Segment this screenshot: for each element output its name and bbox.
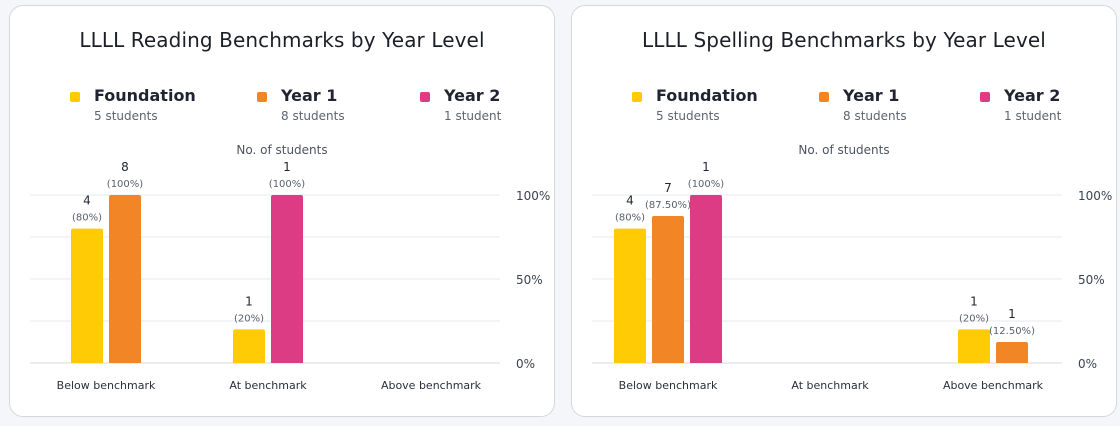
bar-foundation-below-benchmark [71, 228, 103, 363]
x-tick-label-above-benchmark: Above benchmark [381, 379, 482, 392]
bar-count-label-year-2-at-benchmark: 1 [283, 160, 291, 174]
bar-percent-label-foundation-at-benchmark: (20%) [234, 313, 264, 324]
legend-label: Year 1 [281, 86, 338, 105]
y-tick-label: 0% [1078, 357, 1097, 371]
legend-label: Foundation [94, 86, 196, 105]
bar-count-label-foundation-at-benchmark: 1 [245, 294, 253, 308]
bar-percent-label-year-1-above-benchmark: (12.50%) [989, 326, 1035, 337]
bar-foundation-at-benchmark [233, 329, 265, 363]
legend-student-count: 5 students [94, 109, 158, 123]
legend-label: Year 1 [843, 86, 900, 105]
bar-year-2-below-benchmark [690, 195, 722, 363]
bar-count-label-foundation-above-benchmark: 1 [970, 294, 978, 308]
bar-percent-label-foundation-below-benchmark: (80%) [615, 213, 645, 224]
y-tick-label: 50% [516, 273, 543, 287]
y-axis-title: No. of students [236, 143, 327, 157]
bar-chart-plot: No. of students 0% 50% 100% Below benchmark A… [30, 143, 550, 392]
bar-year-1-below-benchmark [652, 216, 684, 363]
bar-count-label-foundation-below-benchmark: 4 [626, 194, 634, 208]
y-axis-title: No. of students [798, 143, 889, 157]
bar-year-1-above-benchmark [996, 342, 1028, 363]
legend-swatch-foundation [632, 92, 642, 102]
bar-year-2-at-benchmark [271, 195, 303, 363]
spelling-chart-card: LLLL Spelling Benchmarks by Year Level F… [571, 5, 1117, 417]
y-tick-label: 50% [1078, 273, 1105, 287]
bar-percent-label-foundation-below-benchmark: (80%) [72, 213, 102, 224]
bar-count-label-year-1-above-benchmark: 1 [1008, 307, 1016, 321]
legend-student-count: 1 student [1004, 109, 1062, 123]
bar-count-label-year-2-below-benchmark: 1 [702, 160, 710, 174]
x-tick-label-above-benchmark: Above benchmark [943, 379, 1044, 392]
legend-swatch-year-2 [980, 92, 990, 102]
legend-swatch-foundation [70, 92, 80, 102]
legend-student-count: 8 students [281, 109, 345, 123]
legend-label: Foundation [656, 86, 758, 105]
reading-chart-card: LLLL Reading Benchmarks by Year Level Fo… [9, 5, 555, 417]
y-tick-label: 100% [516, 189, 550, 203]
bar-chart-plot: No. of students 0% 50% 100% Below benchmark A… [592, 143, 1112, 392]
bar-foundation-below-benchmark [614, 228, 646, 363]
legend-student-count: 5 students [656, 109, 720, 123]
chart-title: LLLL Reading Benchmarks by Year Level [79, 28, 485, 52]
legend-swatch-year-2 [420, 92, 430, 102]
x-tick-label-at-benchmark: At benchmark [229, 379, 307, 392]
bar-percent-label-year-1-below-benchmark: (87.50%) [645, 200, 691, 211]
bar-foundation-above-benchmark [958, 329, 990, 363]
legend-label: Year 2 [444, 86, 501, 105]
x-tick-label-at-benchmark: At benchmark [791, 379, 869, 392]
legend-student-count: 8 students [843, 109, 907, 123]
legend-swatch-year-1 [819, 92, 829, 102]
bar-count-label-year-1-below-benchmark: 8 [121, 160, 129, 174]
bar-count-label-foundation-below-benchmark: 4 [83, 194, 91, 208]
bar-percent-label-foundation-above-benchmark: (20%) [959, 313, 989, 324]
legend-label: Year 2 [1004, 86, 1061, 105]
x-tick-label-below-benchmark: Below benchmark [57, 379, 156, 392]
x-tick-label-below-benchmark: Below benchmark [619, 379, 718, 392]
bar-percent-label-year-2-at-benchmark: (100%) [269, 179, 305, 190]
chart-title: LLLL Spelling Benchmarks by Year Level [642, 28, 1046, 52]
y-tick-label: 0% [516, 357, 535, 371]
bar-count-label-year-1-below-benchmark: 7 [664, 181, 672, 195]
y-tick-label: 100% [1078, 189, 1112, 203]
bar-year-1-below-benchmark [109, 195, 141, 363]
legend-student-count: 1 student [444, 109, 502, 123]
bar-percent-label-year-2-below-benchmark: (100%) [688, 179, 724, 190]
bar-percent-label-year-1-below-benchmark: (100%) [107, 179, 143, 190]
legend-swatch-year-1 [257, 92, 267, 102]
